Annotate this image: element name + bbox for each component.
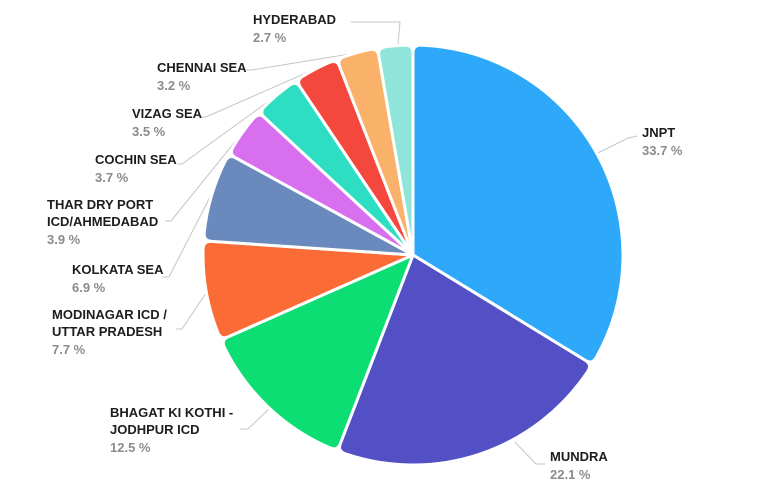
slice-label-percent: 12.5 % (110, 440, 151, 455)
pie-slice[interactable] (297, 59, 415, 257)
slice-label-percent: 7.7 % (52, 342, 86, 357)
slice-label-name: THAR DRY PORT (47, 197, 154, 212)
slice-label-percent: 6.9 % (72, 280, 106, 295)
slice-label-name: KOLKATA SEA (72, 262, 164, 277)
leader-line (177, 95, 277, 165)
slice-label: HYDERABAD 2.7 % (253, 11, 336, 46)
leader-line (165, 132, 243, 222)
pie-slice[interactable] (202, 155, 415, 257)
pie-slice[interactable] (260, 81, 415, 257)
slice-label-percent: 3.7 % (95, 170, 129, 185)
leader-line (246, 52, 357, 71)
slice-label-name: JODHPUR ICD (110, 422, 200, 437)
slice-label-name: UTTAR PRADESH (52, 324, 163, 339)
pie-slice[interactable] (201, 239, 415, 340)
leader-line (351, 21, 401, 45)
slice-label-percent: 33.7 % (642, 143, 683, 158)
slice-label-name: JNPT (642, 125, 676, 140)
slice-label-percent: 22.1 % (550, 467, 591, 482)
pie-slice[interactable] (377, 43, 415, 257)
slice-label-name: HYDERABAD (253, 12, 337, 27)
slice-label: MUNDRA 22.1 % (550, 448, 608, 483)
pie-slice[interactable] (338, 253, 592, 467)
slice-label-percent: 3.2 % (157, 78, 191, 93)
slice-label: CHENNAI SEA 3.2 % (157, 59, 247, 94)
leader-line (597, 135, 638, 154)
leader-line (163, 196, 211, 278)
slice-label-name: VIZAG SEA (132, 106, 203, 121)
slice-label-percent: 2.7 % (253, 30, 287, 45)
slice-label-percent: 3.9 % (47, 232, 81, 247)
slice-label: KOLKATA SEA 6.9 % (72, 261, 163, 296)
slice-label: MODINAGAR ICD / UTTAR PRADESH 7.7 % (52, 306, 167, 358)
slice-label-percent: 3.5 % (132, 124, 166, 139)
leader-line (240, 407, 271, 430)
slice-label: THAR DRY PORT ICD/AHMEDABAD 3.9 % (47, 196, 158, 248)
slice-label: VIZAG SEA 3.5 % (132, 105, 202, 140)
slice-label-name: COCHIN SEA (95, 152, 177, 167)
leader-line (200, 68, 316, 118)
slice-label-name: MODINAGAR ICD / (52, 307, 167, 322)
pie-slice[interactable] (221, 253, 415, 451)
slice-label: BHAGAT KI KOTHI - JODHPUR ICD 12.5 % (110, 404, 233, 456)
leader-line (176, 292, 207, 330)
slice-label-name: MUNDRA (550, 449, 608, 464)
leader-line (514, 441, 545, 465)
slice-label-name: CHENNAI SEA (157, 60, 247, 75)
slice-label-name: BHAGAT KI KOTHI - (110, 405, 234, 420)
slice-label: JNPT 33.7 % (642, 124, 682, 159)
slice-label-name: ICD/AHMEDABAD (47, 214, 159, 229)
slice-label: COCHIN SEA 3.7 % (95, 151, 177, 186)
pie-slice[interactable] (337, 47, 415, 257)
pie-slice[interactable] (411, 43, 625, 364)
pie-slice[interactable] (229, 113, 415, 257)
